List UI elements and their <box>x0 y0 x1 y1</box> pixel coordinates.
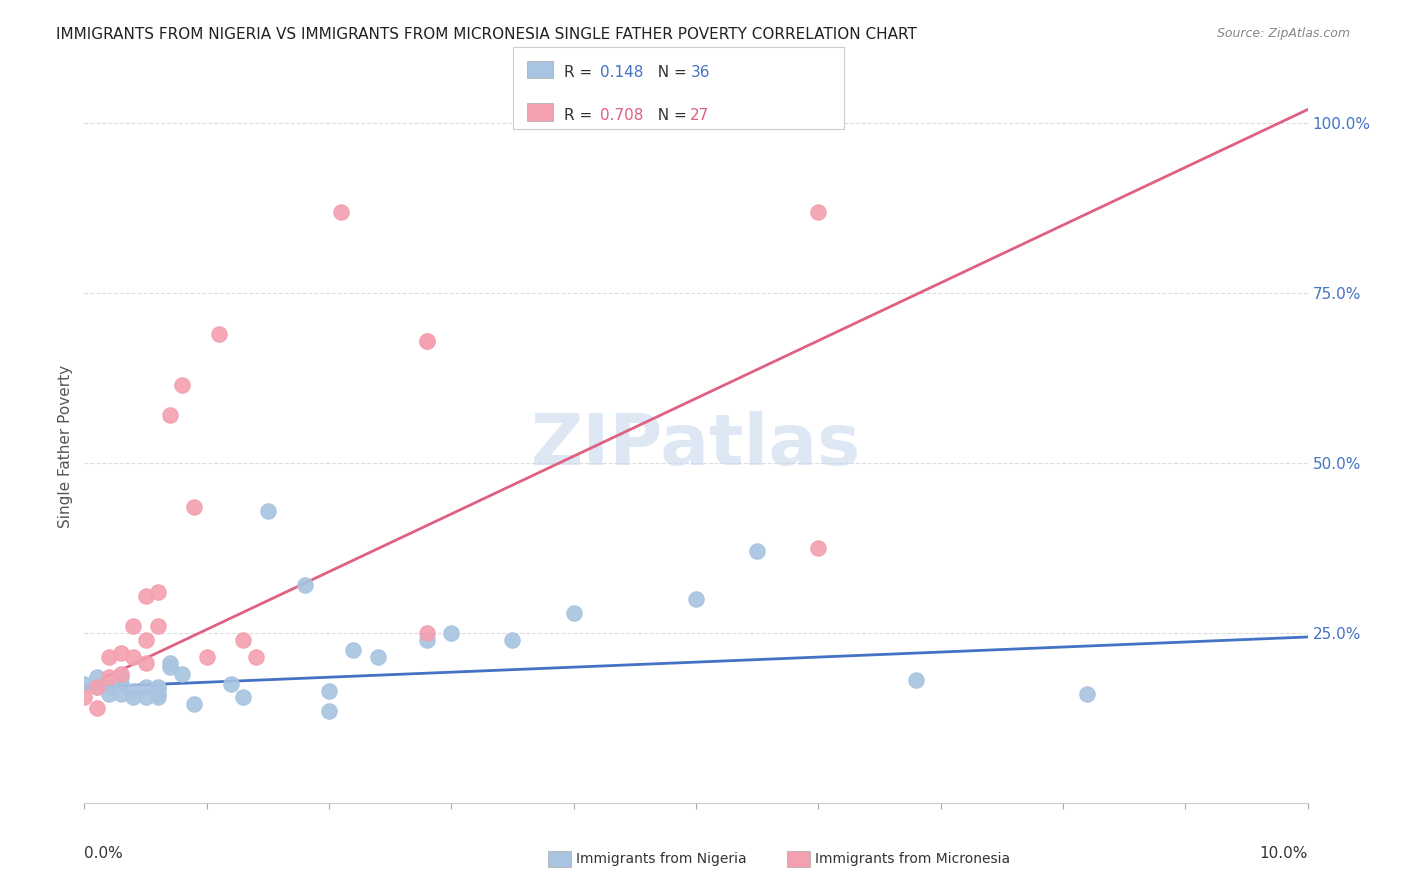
Y-axis label: Single Father Poverty: Single Father Poverty <box>58 365 73 527</box>
Point <box>97 680 120 694</box>
Point <box>685 591 707 606</box>
Point <box>146 687 169 701</box>
Point <box>416 626 439 640</box>
Point <box>905 673 928 688</box>
Point <box>110 677 132 691</box>
Point <box>807 541 830 555</box>
Point <box>183 500 205 515</box>
Point <box>97 687 120 701</box>
Text: ZIPatlas: ZIPatlas <box>531 411 860 481</box>
Point <box>807 204 830 219</box>
Point <box>1076 687 1098 701</box>
Point <box>135 657 157 671</box>
Point <box>146 681 169 696</box>
Point <box>146 619 169 633</box>
Point <box>86 680 108 694</box>
Text: 0.148: 0.148 <box>600 65 644 79</box>
Point <box>86 700 108 714</box>
Point <box>146 585 169 599</box>
Point <box>97 670 120 684</box>
Point <box>294 578 316 592</box>
Text: N =: N = <box>648 65 692 79</box>
Point <box>172 666 194 681</box>
Point <box>135 690 157 705</box>
Point <box>135 632 157 647</box>
Point <box>73 677 96 691</box>
Point <box>73 690 96 705</box>
Point <box>330 204 353 219</box>
Point <box>122 683 145 698</box>
Text: 36: 36 <box>690 65 710 79</box>
Point <box>502 632 524 647</box>
Point <box>159 660 181 674</box>
Text: Immigrants from Micronesia: Immigrants from Micronesia <box>815 852 1011 866</box>
Text: N =: N = <box>648 108 692 122</box>
Point <box>86 670 108 684</box>
Text: 27: 27 <box>690 108 710 122</box>
Text: R =: R = <box>564 65 598 79</box>
Point <box>146 680 169 694</box>
Point <box>97 649 120 664</box>
Text: 0.708: 0.708 <box>600 108 644 122</box>
Point <box>562 606 585 620</box>
Point <box>416 334 439 348</box>
Point <box>110 666 132 681</box>
Point <box>208 326 231 341</box>
Text: 10.0%: 10.0% <box>1260 846 1308 861</box>
Text: R =: R = <box>564 108 598 122</box>
Point <box>416 334 439 348</box>
Text: 0.0%: 0.0% <box>84 846 124 861</box>
Point <box>122 619 145 633</box>
Point <box>122 649 145 664</box>
Text: Source: ZipAtlas.com: Source: ZipAtlas.com <box>1216 27 1350 40</box>
Point <box>747 544 769 558</box>
Point <box>232 690 254 705</box>
Point <box>122 690 145 705</box>
Point <box>135 589 157 603</box>
Point <box>440 626 463 640</box>
Text: Immigrants from Nigeria: Immigrants from Nigeria <box>576 852 747 866</box>
Text: IMMIGRANTS FROM NIGERIA VS IMMIGRANTS FROM MICRONESIA SINGLE FATHER POVERTY CORR: IMMIGRANTS FROM NIGERIA VS IMMIGRANTS FR… <box>56 27 917 42</box>
Point <box>342 643 364 657</box>
Point <box>135 680 157 694</box>
Point <box>245 649 267 664</box>
Point <box>183 698 205 712</box>
Point <box>219 677 242 691</box>
Point <box>367 649 389 664</box>
Point <box>416 632 439 647</box>
Point <box>110 670 132 684</box>
Point <box>318 683 340 698</box>
Point <box>159 657 181 671</box>
Point <box>318 704 340 718</box>
Point <box>86 680 108 694</box>
Point <box>159 409 181 423</box>
Point <box>257 503 280 517</box>
Point <box>232 632 254 647</box>
Point <box>110 646 132 660</box>
Point <box>146 690 169 705</box>
Point <box>110 687 132 701</box>
Point <box>195 649 218 664</box>
Point <box>172 377 194 392</box>
